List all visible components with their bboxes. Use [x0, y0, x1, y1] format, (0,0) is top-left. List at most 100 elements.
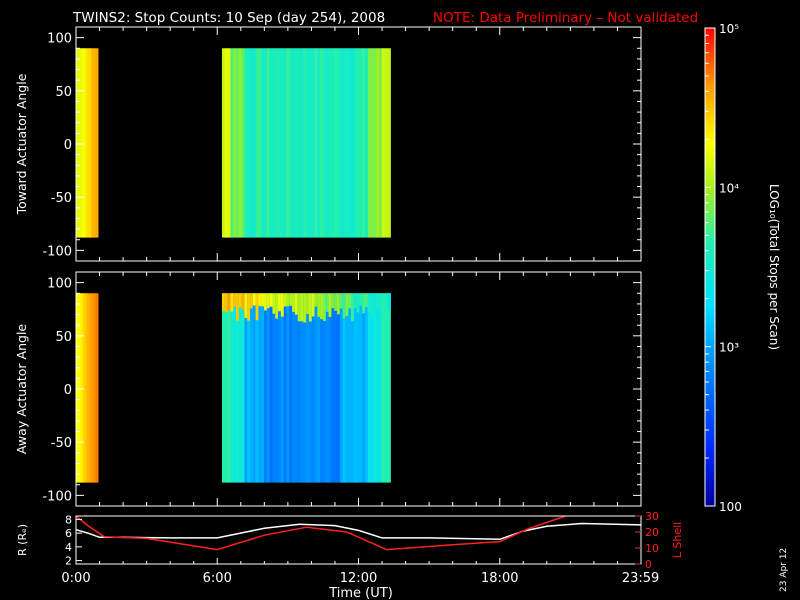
heatmap-column: [269, 48, 274, 238]
heatmap-column: [78, 293, 81, 483]
heatmap-column: [373, 293, 377, 483]
heatmap-band: [278, 293, 282, 312]
heatmap-column: [300, 48, 304, 238]
orbit-ylabel-left: R (Rₑ): [16, 524, 29, 556]
heatmap-band: [362, 293, 366, 314]
heatmap-column: [311, 48, 316, 238]
heatmap-column: [255, 293, 260, 483]
heatmap-column: [331, 48, 335, 238]
heatmap-column: [339, 48, 344, 238]
heatmap-column: [373, 48, 377, 238]
heatmap-column: [233, 293, 237, 483]
heatmap-band: [387, 293, 391, 309]
heatmap-band: [367, 293, 372, 313]
heatmap-band: [292, 293, 296, 312]
heatmap-band: [384, 293, 389, 320]
heatmap-band: [238, 293, 243, 308]
heatmap-band: [244, 293, 248, 318]
heatmap-column: [314, 48, 318, 238]
heatmap-band: [365, 293, 369, 308]
heatmap-band: [345, 293, 349, 316]
heatmap-column: [317, 293, 321, 483]
y-tick-label: -100: [42, 244, 72, 259]
heatmap-column: [387, 293, 391, 483]
colorbar-tick-label: 10⁴: [719, 181, 739, 195]
toward-heatmap: [76, 48, 391, 238]
heatmap-column: [320, 48, 324, 238]
heatmap-band: [300, 293, 304, 322]
heatmap-column: [328, 48, 332, 238]
heatmap-column: [238, 48, 243, 238]
heatmap-column: [86, 48, 90, 238]
heatmap-column: [264, 48, 268, 238]
orbit-left-tick-label: 8: [65, 513, 72, 526]
heatmap-band: [351, 293, 355, 322]
heatmap-column: [264, 293, 268, 483]
heatmap-column: [348, 48, 352, 238]
heatmap-column: [348, 293, 352, 483]
heatmap-band: [280, 293, 285, 317]
heatmap-column: [224, 48, 229, 238]
heatmap-column: [266, 293, 271, 483]
heatmap-column: [381, 48, 386, 238]
heatmap-column: [306, 293, 310, 483]
heatmap-column: [328, 293, 332, 483]
heatmap-column: [252, 48, 257, 238]
heatmap-column: [322, 48, 327, 238]
preliminary-note: NOTE: Data Preliminary – Not validated: [433, 10, 698, 26]
heatmap-column: [76, 48, 79, 238]
heatmap-column: [308, 48, 313, 238]
heatmap-band: [342, 293, 346, 319]
heatmap-band: [266, 293, 271, 309]
heatmap-band: [322, 293, 327, 321]
colorbar-tick-label: 10⁵: [719, 22, 739, 36]
heatmap-column: [283, 293, 288, 483]
heatmap-column: [306, 48, 310, 238]
y-tick-label: 0: [64, 138, 72, 153]
heatmap-band: [320, 293, 324, 320]
heatmap-band: [252, 293, 257, 306]
heatmap-band: [328, 293, 332, 317]
heatmap-column: [82, 293, 86, 483]
heatmap-band: [258, 293, 262, 307]
heatmap-column: [227, 293, 231, 483]
heatmap-column: [365, 48, 369, 238]
heatmap-column: [345, 48, 349, 238]
heatmap-column: [230, 293, 234, 483]
orbit-right-tick-label: 20: [645, 526, 659, 539]
heatmap-column: [342, 293, 346, 483]
heatmap-column: [238, 293, 243, 483]
heatmap-band: [334, 293, 338, 311]
heatmap-band: [297, 293, 302, 322]
heatmap-column: [244, 48, 248, 238]
colorbar-label: LOG₁₀(Total Stops per Scan): [767, 184, 781, 350]
away-ylabel: Away Actuator Angle: [14, 324, 29, 455]
heatmap-band: [275, 293, 279, 319]
heatmap-band: [227, 293, 231, 310]
heatmap-column: [334, 293, 338, 483]
x-tick-label: 6:00: [203, 571, 232, 586]
heatmap-column: [272, 293, 276, 483]
colorbar-tick-label: 100: [719, 500, 742, 514]
heatmap-column: [258, 293, 262, 483]
heatmap-column: [235, 48, 240, 238]
heatmap-column: [247, 293, 251, 483]
heatmap-band: [359, 293, 363, 306]
heatmap-column: [78, 48, 81, 238]
heatmap-column: [303, 48, 307, 238]
heatmap-column: [266, 48, 271, 238]
heatmap-column: [381, 293, 386, 483]
heatmap-band: [264, 293, 268, 311]
heatmap-band: [376, 293, 380, 310]
heatmap-column: [294, 48, 299, 238]
heatmap-band: [230, 293, 234, 312]
heatmap-column: [235, 293, 240, 483]
heatmap-column: [365, 293, 369, 483]
heatmap-column: [82, 48, 86, 238]
heatmap-column: [345, 293, 349, 483]
heatmap-band: [241, 293, 246, 310]
heatmap-column: [244, 293, 248, 483]
heatmap-column: [317, 48, 321, 238]
heatmap-band: [269, 293, 274, 307]
heatmap-column: [91, 48, 95, 238]
